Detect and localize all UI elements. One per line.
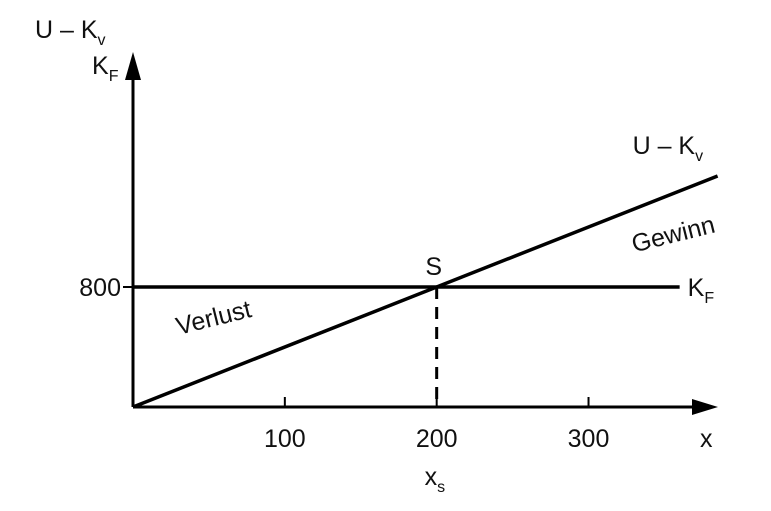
x-axis-arrow bbox=[692, 399, 718, 415]
y-axis-label: KF bbox=[92, 52, 119, 85]
y-axis-label: U – Kv bbox=[35, 16, 106, 49]
x-tick-label: 300 bbox=[568, 425, 610, 453]
label-sub: F bbox=[704, 290, 714, 307]
label-sub: s bbox=[437, 479, 445, 496]
break-even-x-label: xs bbox=[425, 463, 446, 496]
x-axis-label: x bbox=[700, 425, 713, 453]
region-label: Verlust bbox=[173, 295, 254, 341]
label-main: K bbox=[688, 274, 705, 302]
label-sub: v bbox=[695, 148, 703, 165]
label-main: x bbox=[425, 463, 438, 491]
y-axis-arrow bbox=[125, 52, 141, 80]
region-label: Gewinn bbox=[629, 211, 718, 259]
label-main: K bbox=[92, 52, 109, 80]
x-tick-label: 200 bbox=[416, 425, 458, 453]
x-tick-label: 100 bbox=[264, 425, 306, 453]
label-main: U – K bbox=[633, 132, 696, 160]
label-main: U – K bbox=[35, 16, 98, 44]
series-line bbox=[132, 174, 719, 409]
break-even-label: S bbox=[425, 253, 442, 281]
label-sub: v bbox=[98, 32, 106, 49]
series-label: KF bbox=[688, 274, 715, 307]
y-tick-label: 800 bbox=[79, 274, 121, 302]
series-label: U – Kv bbox=[633, 132, 704, 165]
label-sub: F bbox=[109, 68, 119, 85]
